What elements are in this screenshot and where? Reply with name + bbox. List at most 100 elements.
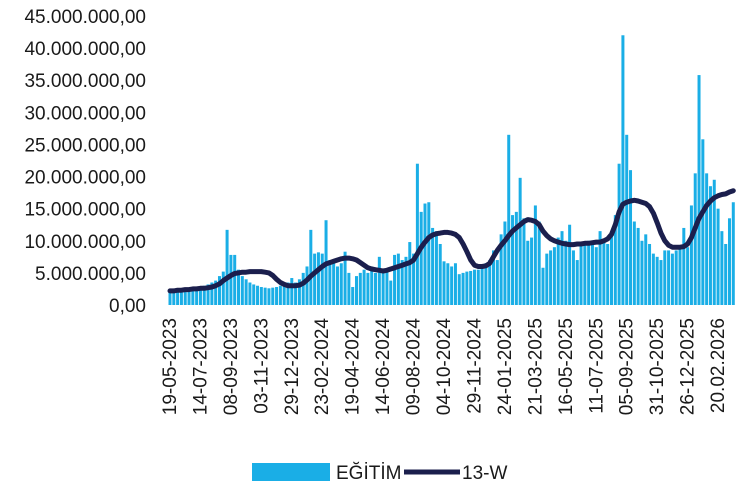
bar <box>358 272 362 305</box>
x-tick-label: 11-07-2025 <box>586 318 607 414</box>
bar <box>712 179 716 305</box>
bar <box>655 256 659 305</box>
bar <box>366 272 370 305</box>
y-tick-label: 10.000.000,00 <box>24 232 146 253</box>
y-tick-label: 45.000.000,00 <box>24 7 146 28</box>
bar <box>370 266 374 305</box>
bar <box>374 272 378 305</box>
y-tick-label: 25.000.000,00 <box>24 135 146 156</box>
bar <box>316 252 320 305</box>
bar <box>693 173 697 305</box>
bar <box>682 227 686 305</box>
x-tick-label: 16-05-2025 <box>556 318 577 415</box>
x-tick-label: 09-08-2024 <box>404 318 425 416</box>
bar <box>415 163 419 305</box>
bar <box>670 253 674 305</box>
bar <box>492 250 496 305</box>
x-tick-label: 03-11-2023 <box>251 318 272 414</box>
bar <box>453 263 457 305</box>
bar <box>587 240 591 305</box>
bar <box>541 267 545 305</box>
bar <box>648 243 652 305</box>
bar <box>362 269 366 305</box>
x-tick-label: 23-02-2024 <box>312 318 333 416</box>
bar <box>705 173 709 305</box>
bar <box>644 234 648 305</box>
bar <box>579 242 583 305</box>
bar <box>233 254 237 305</box>
bar <box>697 75 701 305</box>
bar <box>484 263 488 305</box>
bar <box>495 260 499 305</box>
bar <box>446 263 450 305</box>
x-tick-label: 14-07-2023 <box>190 318 211 415</box>
bar <box>393 254 397 305</box>
bar <box>590 243 594 305</box>
bar <box>309 229 313 305</box>
bar <box>606 243 610 305</box>
bar <box>461 272 465 305</box>
bar <box>438 243 442 305</box>
bar <box>263 287 267 305</box>
bar <box>221 271 225 305</box>
bar <box>385 271 389 305</box>
x-tick-label: 29-12-2023 <box>282 318 303 415</box>
bar <box>568 224 572 305</box>
bar <box>301 272 305 305</box>
bar <box>179 288 183 305</box>
y-tick-label: 35.000.000,00 <box>24 71 146 92</box>
x-tick-label: 19-04-2024 <box>343 318 364 416</box>
bar <box>552 247 556 305</box>
bar <box>214 280 218 305</box>
bar <box>381 272 385 305</box>
bar <box>533 205 537 305</box>
bar <box>659 260 663 305</box>
bar <box>408 242 412 305</box>
bar <box>613 215 617 305</box>
bar <box>530 237 534 305</box>
bar <box>686 247 690 305</box>
bar <box>191 288 195 305</box>
bar <box>237 269 241 305</box>
bar <box>275 287 279 305</box>
bar <box>556 237 560 305</box>
bar <box>663 250 667 305</box>
bar <box>419 211 423 305</box>
bar <box>617 163 621 305</box>
bar <box>206 284 210 305</box>
bar <box>172 290 176 305</box>
bar <box>202 285 206 305</box>
bar <box>640 240 644 305</box>
x-tick-label: 14-06-2024 <box>373 318 394 416</box>
legend-label: EĞİTİM <box>336 462 401 484</box>
bar <box>434 231 438 305</box>
bar <box>667 250 671 305</box>
bar <box>267 288 271 305</box>
bar <box>351 287 355 305</box>
bar <box>240 276 244 305</box>
bar <box>598 231 602 305</box>
bar <box>514 211 518 305</box>
bar <box>400 260 404 305</box>
bar <box>354 276 358 305</box>
bar <box>571 250 575 305</box>
y-tick-label: 40.000.000,00 <box>24 39 146 60</box>
bar <box>305 266 309 305</box>
bar <box>256 285 260 305</box>
bar <box>472 269 476 305</box>
bar <box>511 215 515 305</box>
bar <box>389 280 393 305</box>
bar <box>499 234 503 305</box>
line <box>167 188 736 294</box>
bar <box>294 282 298 305</box>
bar <box>575 260 579 305</box>
bar <box>313 253 317 305</box>
bar <box>168 292 172 305</box>
bar <box>229 254 233 305</box>
bar <box>632 221 636 305</box>
bar <box>198 287 202 305</box>
bar <box>377 256 381 305</box>
bar <box>278 285 282 305</box>
bar <box>332 263 336 305</box>
bar <box>195 288 199 305</box>
